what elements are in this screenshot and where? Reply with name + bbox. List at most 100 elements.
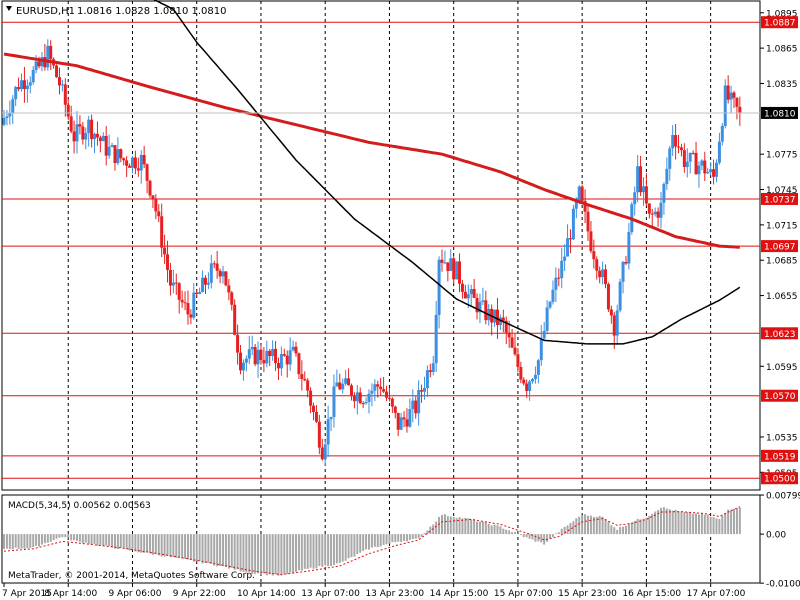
main-pane[interactable] (1, 0, 761, 491)
y-tick-label: 1.0895 (766, 9, 798, 19)
macd-bar (341, 534, 344, 562)
candle-body (300, 374, 304, 379)
macd-label: MACD(5,34,5) 0.00562 0.00563 (8, 501, 151, 511)
candle-body (98, 137, 102, 142)
candle-body (408, 409, 412, 427)
macd-bar (373, 534, 376, 547)
candle-body (288, 350, 292, 365)
macd-bar (303, 534, 306, 569)
candle-body (434, 314, 438, 364)
candle-body (475, 297, 479, 313)
macd-bar (473, 519, 476, 535)
macd-bar (160, 534, 163, 557)
macd-bar (254, 534, 257, 574)
macd-bar (344, 534, 347, 561)
candle-body (274, 348, 278, 364)
macd-bar (619, 527, 622, 535)
macd-bar (598, 516, 601, 535)
candle-body (291, 346, 295, 351)
symbol-label: EURUSD,H1 (16, 6, 75, 17)
macd-bar (119, 534, 122, 548)
candle-body (528, 381, 532, 392)
macd-bar (257, 534, 260, 574)
macd-bar (52, 534, 55, 540)
candle-body (510, 337, 514, 348)
candle-body (507, 332, 511, 338)
candle-body (706, 172, 710, 174)
macd-bar (353, 534, 356, 557)
candle-body (685, 161, 689, 168)
candle-body (177, 283, 181, 300)
macd-bar (207, 534, 210, 563)
macd-bar (230, 534, 233, 568)
macd-bar (531, 534, 534, 540)
candle-body (11, 99, 15, 114)
level-labels: 1.0887 1.0737 1.0697 1.0623 1.0570 1.0519 1.05… (761, 16, 798, 485)
macd-bar (105, 534, 108, 546)
candle-body (385, 391, 389, 398)
candle-body (268, 350, 272, 357)
candle-body (595, 259, 599, 271)
macd-bar (499, 526, 502, 535)
candle-body (230, 292, 234, 305)
macd-bar (81, 534, 84, 544)
candle-body (297, 353, 301, 375)
macd-bar (64, 534, 67, 538)
macd-bar (11, 534, 14, 550)
candle-body (411, 400, 415, 410)
macd-tick-label: 0.00 (766, 531, 786, 541)
macd-bar (525, 534, 528, 538)
level-label-box (761, 449, 798, 462)
macd-bar (213, 534, 216, 566)
macd-bar (347, 534, 350, 559)
ohlc-values: 1.0816 1.0828 1.0810 1.0810 (77, 6, 227, 17)
candle-body (203, 277, 207, 285)
candle-body (548, 301, 552, 308)
macd-bar (528, 534, 531, 539)
current-price-text: 1.0810 (764, 109, 796, 119)
macd-bar (624, 525, 627, 535)
candle-body (306, 380, 310, 391)
macd-bar (516, 533, 519, 535)
macd-bar (84, 534, 87, 543)
macd-bar (306, 534, 309, 569)
macd-bar (467, 518, 470, 535)
candle-body (192, 292, 196, 318)
candle-body (533, 374, 537, 380)
macd-bar (318, 534, 321, 567)
candle-body (665, 168, 669, 184)
candle-body (320, 447, 324, 460)
macd-bar (58, 534, 61, 538)
macd-bar (312, 534, 315, 569)
macd-bar (458, 517, 461, 535)
x-tick-label: 15 Apr 23:00 (558, 589, 617, 599)
candle-body (303, 378, 307, 381)
candle-body (452, 258, 456, 280)
candle-body (90, 119, 94, 140)
macd-bar (186, 534, 189, 560)
macd-bar (443, 514, 446, 535)
candle-body (531, 379, 535, 382)
macd-bar (23, 534, 26, 549)
macd-bar (487, 523, 490, 535)
macd-bar (522, 534, 525, 538)
macd-bar (40, 534, 43, 545)
macd-bar (452, 517, 455, 535)
macd-bar (198, 534, 201, 562)
candle-body (449, 258, 453, 271)
macd-bar (163, 534, 166, 557)
macd-bar (654, 511, 657, 535)
candle-body (55, 65, 59, 78)
macd-bar (470, 519, 473, 535)
macd-bar (481, 521, 484, 535)
candle-body (504, 320, 508, 333)
level-label: 1.0500 (764, 475, 796, 485)
candle-body (399, 417, 403, 430)
macd-bar (697, 514, 700, 535)
macd-bar (403, 534, 406, 541)
candle-body (122, 158, 126, 161)
chart-dropdown-icon[interactable] (6, 6, 12, 11)
macd-bar (534, 534, 537, 542)
